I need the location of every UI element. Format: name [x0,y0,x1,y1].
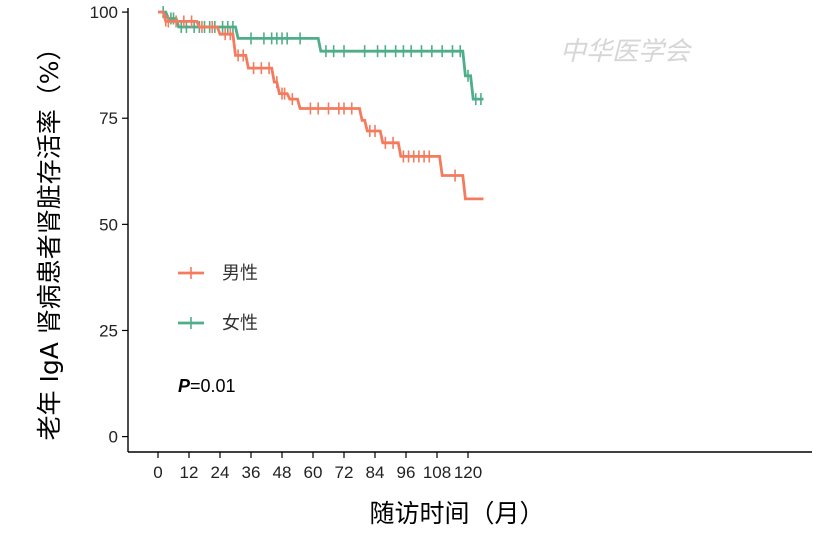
legend: 男性 女性 [178,263,258,334]
series-line-male [158,10,484,201]
x-tick-label: 48 [273,463,292,482]
x-tick-label: 12 [180,463,199,482]
x-axis-title: 随访时间（月） [369,499,544,528]
x-tick-label: 72 [335,463,354,482]
x-tick-label: 120 [454,463,482,482]
y-tick-label: 100 [90,3,118,22]
legend-item-female: 女性 [178,313,258,334]
y-axis-title: 老年 IgA 肾病患者肾脏存活率（%） [35,36,64,441]
x-tick-label: 36 [242,463,261,482]
legend-item-male: 男性 [178,263,258,284]
y-tick-label: 0 [109,428,118,447]
axes: 0 12 24 36 48 60 72 84 96 108 120 0 25 50 75 100 [90,3,812,482]
x-tick-label: 60 [304,463,323,482]
y-tick-label: 25 [99,321,118,340]
x-tick-label: 108 [423,463,451,482]
x-tick-label: 0 [153,463,162,482]
watermark-text: 中华医学会 [560,37,693,67]
p-value-symbol: P [178,376,191,396]
series-line-female [158,10,484,101]
plot-area [158,6,484,201]
legend-label: 女性 [222,313,258,334]
p-value-number: =0.01 [190,376,236,396]
legend-label: 男性 [222,263,258,284]
y-tick-label: 50 [99,215,118,234]
y-tick-label: 75 [99,109,118,128]
x-tick-label: 84 [366,463,385,482]
x-tick-label: 96 [397,463,416,482]
p-value-annotation: P=0.01 [178,376,236,396]
x-tick-label: 24 [211,463,230,482]
